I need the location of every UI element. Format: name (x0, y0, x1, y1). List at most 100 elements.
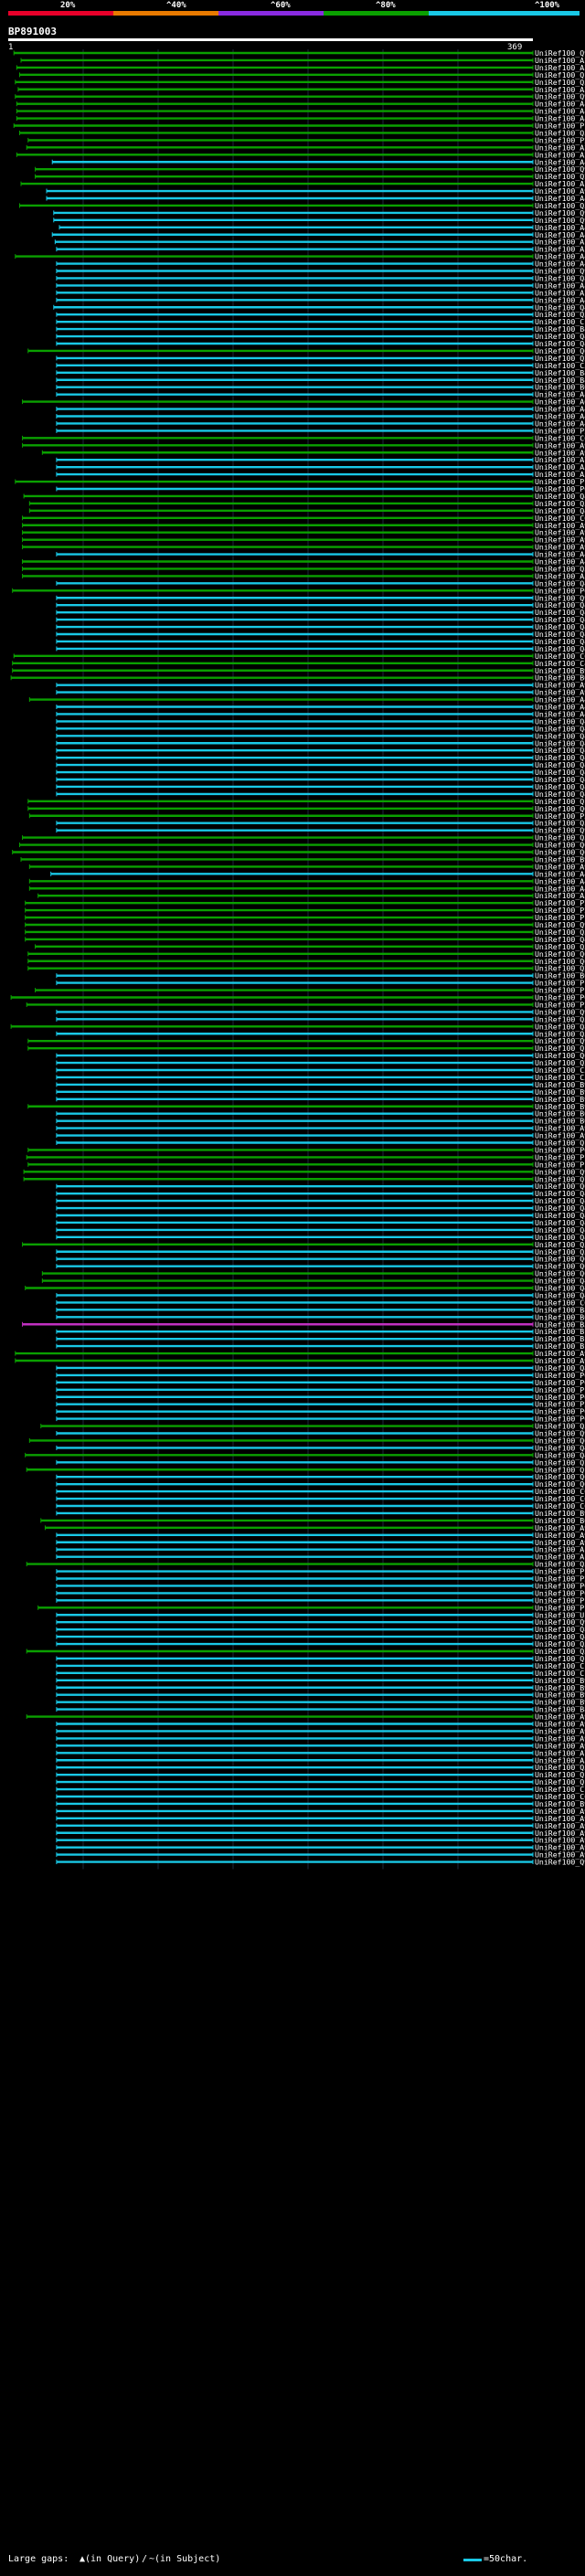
hit-label[interactable]: UniRef100_A2SY36 (535, 63, 585, 72)
hit-label[interactable]: UniRef100_Q9SWE9 (535, 1007, 585, 1016)
hit-label[interactable]: UniRef100_A4QPK3 (535, 419, 585, 428)
hit-label[interactable]: UniRef100_Q41707 (535, 332, 585, 341)
hit-label[interactable]: UniRef100_Q64445 (535, 1479, 585, 1489)
hit-label[interactable]: UniRef100_Q9ZSV2 (535, 208, 585, 217)
hit-label[interactable]: UniRef100_Q461R5 (535, 782, 585, 791)
hit-label[interactable]: UniRef100_A9SSF4 (535, 1712, 585, 1722)
hit-label[interactable]: UniRef100_A9NRH2 (535, 543, 585, 552)
hit-label[interactable]: UniRef100_Q40791 (535, 637, 585, 646)
hit-label[interactable]: UniRef100_C5YSW5 (535, 361, 585, 370)
hit-label[interactable]: UniRef100_B4FGG4 (535, 376, 585, 385)
hit-label[interactable]: UniRef100_Q72Q27 (535, 1174, 585, 1183)
hit-label[interactable]: UniRef100_Q52FX1 (535, 1029, 585, 1038)
hit-label[interactable]: UniRef100_Q4VV58 (535, 738, 585, 747)
hit-label[interactable]: UniRef100_A4QPL2 (535, 703, 585, 712)
hit-label[interactable]: UniRef100_A2SY46 (535, 56, 585, 65)
hit-label[interactable]: UniRef100_B6SUM9 (535, 673, 585, 683)
hit-label[interactable]: UniRef100_C6TNE6 (535, 1494, 585, 1503)
hit-label[interactable]: UniRef100_A9NZL0 (535, 528, 585, 537)
hit-label[interactable]: UniRef100_Q39194 (535, 1560, 585, 1569)
hit-label[interactable]: UniRef100_P27493 (535, 1400, 585, 1409)
hit-label[interactable]: UniRef100_Q9LRZ0 (535, 1617, 585, 1627)
hit-label[interactable]: UniRef100_A9RJS3 (535, 1356, 585, 1365)
hit-label[interactable]: UniRef100_P27491 (535, 1574, 585, 1584)
hit-label[interactable]: UniRef100_Q4V769 (535, 492, 585, 501)
hit-label[interactable]: UniRef100_B8SLF1 (535, 1305, 585, 1314)
hit-label[interactable]: UniRef100_A8J204 (535, 281, 585, 290)
hit-label[interactable]: UniRef100_Q9SBE3 (535, 920, 585, 929)
hit-label[interactable]: UniRef100_Q4VV59 (535, 600, 585, 610)
hit-label[interactable]: UniRef100_C1K5B9 (535, 1661, 585, 1670)
hit-label[interactable]: UniRef100_UPI000... (535, 1610, 585, 1619)
hit-label[interactable]: UniRef100_A9TKU6 (535, 1124, 585, 1133)
hit-label[interactable]: UniRef100_Q2XTE0 (535, 1458, 585, 1467)
hit-label[interactable]: UniRef100_P27496 (535, 906, 585, 915)
hit-label[interactable]: UniRef100_A1XQU6 (535, 1553, 585, 1562)
hit-label[interactable]: UniRef100_B9S3T9 (535, 1095, 585, 1104)
hit-label[interactable]: UniRef100_A9NK15 (535, 688, 585, 697)
hit-label[interactable]: UniRef100_Q64448 (535, 1051, 585, 1060)
hit-label[interactable]: UniRef100_A9NK80 (535, 1850, 585, 1860)
hit-label[interactable]: UniRef100_B9SZ39 (535, 1080, 585, 1089)
hit-label[interactable]: UniRef100_A4QPK6 (535, 869, 585, 878)
hit-label[interactable]: UniRef100_A9HPF9 (535, 186, 585, 196)
hit-label[interactable]: UniRef100_Q40770 (535, 644, 585, 653)
hit-label[interactable]: UniRef100_Q2PY79 (535, 354, 585, 363)
hit-label[interactable]: UniRef100_Q4VV47 (535, 622, 585, 631)
hit-label[interactable]: UniRef100_P04782 (535, 1581, 585, 1590)
hit-label[interactable]: UniRef100_A9DUP9 (535, 1131, 585, 1140)
hit-label[interactable]: UniRef100_Q64450 (535, 949, 585, 959)
hit-label[interactable]: UniRef100_C0PQD7 (535, 514, 585, 523)
hit-label[interactable]: UniRef100_A4QPR7 (535, 695, 585, 705)
hit-label[interactable]: UniRef100_C4P6Y3 (535, 659, 585, 668)
hit-label[interactable]: UniRef100_A4QPH8 (535, 557, 585, 567)
hit-label[interactable]: UniRef100_Q24401 (535, 1058, 585, 1067)
hit-label[interactable]: UniRef100_Q5EXQ7 (535, 928, 585, 937)
hit-label[interactable]: UniRef100_A4QPK2 (535, 260, 585, 269)
hit-label[interactable]: UniRef100_Q9ZSJ5 (535, 92, 585, 101)
hit-label[interactable]: UniRef100_A9PEI5 (535, 1538, 585, 1547)
hit-label[interactable]: UniRef100_A5BS56 (535, 571, 585, 580)
hit-label[interactable]: UniRef100_Q5S3T9 (535, 128, 585, 137)
hit-label[interactable]: UniRef100_A9NZ23 (535, 1821, 585, 1830)
hit-label[interactable]: UniRef100_A9NNW9 (535, 448, 585, 457)
hit-label[interactable]: UniRef100_A9NF21 (535, 1720, 585, 1729)
hit-label[interactable]: UniRef100_Q10UF9 (535, 1777, 585, 1786)
hit-label[interactable]: UniRef100_A9NT55 (535, 1829, 585, 1838)
hit-label[interactable]: UniRef100_Q5FYQ1 (535, 1763, 585, 1772)
hit-label[interactable]: UniRef100_C0LPS1 (535, 1487, 585, 1496)
hit-label[interactable]: UniRef100_Q07705 (535, 841, 585, 850)
hit-label[interactable]: UniRef100_B9T107 (535, 1509, 585, 1518)
hit-label[interactable]: UniRef100_P12330 (535, 1160, 585, 1169)
hit-label[interactable]: UniRef100_Q4K686 (535, 506, 585, 515)
hit-label[interactable]: UniRef100_A5B514 (535, 470, 585, 479)
hit-label[interactable]: UniRef100_Q41424 (535, 1203, 585, 1213)
hit-label[interactable]: UniRef100_Q1EPK5 (535, 797, 585, 806)
hit-label[interactable]: UniRef100_Q4VV60 (535, 731, 585, 740)
hit-label[interactable]: UniRef100_Q9LKM9 (535, 826, 585, 835)
hit-label[interactable]: UniRef100_P12469 (535, 979, 585, 988)
hit-label[interactable]: UniRef100_Q67700 (535, 1182, 585, 1191)
hit-label[interactable]: UniRef100_P04780 (535, 1145, 585, 1154)
hit-label[interactable]: UniRef100_A9NL02 (535, 1726, 585, 1735)
hit-label[interactable]: UniRef100_Q461P4 (535, 302, 585, 312)
hit-label[interactable]: UniRef100_P27492 (535, 1000, 585, 1009)
hit-label[interactable]: UniRef100_Q2I4X6 (535, 172, 585, 181)
hit-label[interactable]: UniRef100_A4QPK5 (535, 252, 585, 261)
hit-label[interactable]: UniRef100_Q5CWL4 (535, 78, 585, 87)
hit-label[interactable]: UniRef100_Q8GSU6 (535, 1625, 585, 1634)
hit-label[interactable]: UniRef100_A0EEO0 (535, 398, 585, 407)
hit-label[interactable]: UniRef100_Q40934 (535, 1632, 585, 1641)
hit-label[interactable]: UniRef100_P08221 (535, 1415, 585, 1424)
hit-label[interactable]: UniRef100_A3FSK2 (535, 891, 585, 900)
hit-label[interactable]: UniRef100_A2SY32 (535, 143, 585, 152)
hit-label[interactable]: UniRef100_P12333 (535, 1385, 585, 1394)
hit-label[interactable]: UniRef100_Q22669 (535, 964, 585, 973)
hit-label[interactable]: UniRef100_A4F3R4 (535, 876, 585, 885)
hit-label[interactable]: UniRef100_Q32291 (535, 310, 585, 319)
hit-label[interactable]: UniRef100_Q40961 (535, 1233, 585, 1242)
hit-label[interactable]: UniRef100_Q5QP08 (535, 564, 585, 573)
hit-label[interactable]: UniRef100_P07369 (535, 1371, 585, 1380)
hit-label[interactable]: UniRef100_Q84U94 (535, 1022, 585, 1031)
hit-label[interactable]: UniRef100_Q4K685 (535, 1290, 585, 1299)
